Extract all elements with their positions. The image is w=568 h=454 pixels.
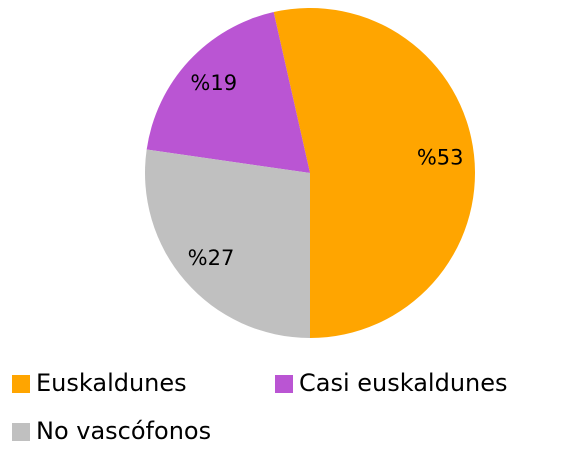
- legend-swatch: [275, 375, 293, 393]
- slice-label: %27: [188, 246, 235, 270]
- legend-label: Euskaldunes: [36, 369, 187, 397]
- slice-label: %19: [190, 71, 237, 95]
- pie-slice: [146, 12, 310, 174]
- legend-label: Casi euskaldunes: [299, 369, 508, 397]
- legend-swatch: [12, 375, 30, 393]
- legend-label: No vascófonos: [36, 417, 211, 445]
- legend-swatch: [12, 423, 30, 441]
- pie-slice: [273, 7, 476, 338]
- pie-slice: [144, 149, 310, 338]
- slice-label: %53: [417, 145, 464, 169]
